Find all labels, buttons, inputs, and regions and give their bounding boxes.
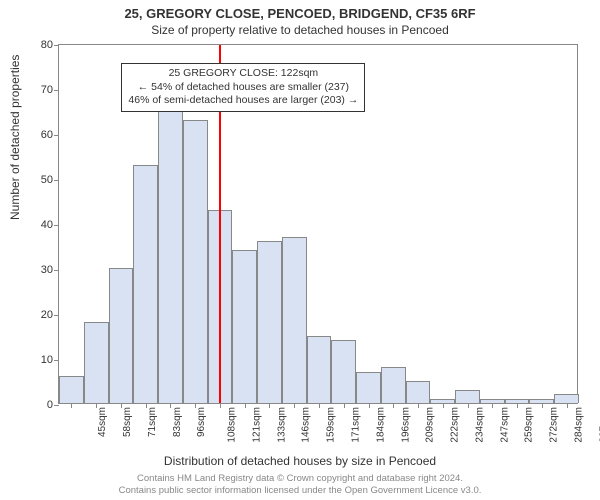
x-tick-mark — [492, 403, 493, 408]
y-tick-mark — [54, 405, 59, 406]
page-title: 25, GREGORY CLOSE, PENCOED, BRIDGEND, CF… — [0, 6, 600, 21]
histogram-bar — [307, 336, 332, 404]
histogram-bar — [183, 120, 208, 404]
x-tick-label: 209sqm — [425, 407, 436, 443]
x-tick-mark — [294, 403, 295, 408]
histogram-bar — [133, 165, 158, 404]
y-tick-mark — [54, 45, 59, 46]
annotation-line-1: 25 GREGORY CLOSE: 122sqm — [128, 67, 358, 81]
histogram-bar — [84, 322, 109, 403]
x-axis-label: Distribution of detached houses by size … — [0, 454, 600, 468]
footnote: Contains HM Land Registry data © Crown c… — [0, 473, 600, 496]
x-tick-label: 71sqm — [147, 407, 158, 437]
x-tick-mark — [542, 403, 543, 408]
x-tick-label: 159sqm — [326, 407, 337, 443]
x-tick-label: 45sqm — [97, 407, 108, 437]
x-tick-mark — [195, 403, 196, 408]
x-tick-mark — [96, 403, 97, 408]
x-tick-mark — [220, 403, 221, 408]
histogram-chart: 25 GREGORY CLOSE: 122sqm ← 54% of detach… — [58, 44, 578, 404]
x-tick-mark — [170, 403, 171, 408]
y-tick-mark — [54, 270, 59, 271]
histogram-bar — [59, 376, 84, 403]
histogram-bar — [282, 237, 307, 404]
x-tick-mark — [245, 403, 246, 408]
x-tick-label: 108sqm — [227, 407, 238, 443]
footnote-line-1: Contains HM Land Registry data © Crown c… — [0, 473, 600, 484]
footnote-line-2: Contains public sector information licen… — [0, 485, 600, 496]
x-tick-label: 259sqm — [524, 407, 535, 443]
y-axis-label: Number of detached properties — [8, 55, 22, 220]
y-tick-mark — [54, 225, 59, 226]
x-tick-mark — [344, 403, 345, 408]
x-tick-mark — [121, 403, 122, 408]
annotation-box: 25 GREGORY CLOSE: 122sqm ← 54% of detach… — [121, 63, 365, 112]
x-tick-label: 196sqm — [400, 407, 411, 443]
annotation-line-3: 46% of semi-detached houses are larger (… — [128, 94, 358, 108]
x-tick-label: 284sqm — [573, 407, 584, 443]
histogram-bar — [331, 340, 356, 403]
histogram-bar — [232, 250, 257, 403]
x-tick-mark — [269, 403, 270, 408]
histogram-bar — [356, 372, 381, 404]
x-tick-label: 83sqm — [172, 407, 183, 437]
x-tick-label: 184sqm — [375, 407, 386, 443]
histogram-bar — [554, 394, 579, 403]
x-tick-label: 234sqm — [474, 407, 485, 443]
page-subtitle: Size of property relative to detached ho… — [0, 23, 600, 37]
y-tick-mark — [54, 315, 59, 316]
x-tick-label: 146sqm — [301, 407, 312, 443]
x-tick-label: 133sqm — [276, 407, 287, 443]
x-tick-label: 222sqm — [450, 407, 461, 443]
histogram-bar — [109, 268, 134, 403]
x-tick-mark — [468, 403, 469, 408]
y-tick-mark — [54, 180, 59, 181]
histogram-bar — [381, 367, 406, 403]
x-tick-label: 58sqm — [122, 407, 133, 437]
histogram-bar — [257, 241, 282, 403]
x-tick-mark — [393, 403, 394, 408]
x-tick-mark — [443, 403, 444, 408]
y-tick-mark — [54, 135, 59, 136]
x-tick-label: 247sqm — [499, 407, 510, 443]
y-tick-mark — [54, 90, 59, 91]
x-tick-mark — [71, 403, 72, 408]
x-tick-mark — [567, 403, 568, 408]
x-tick-mark — [146, 403, 147, 408]
histogram-bar — [455, 390, 480, 404]
x-tick-label: 272sqm — [549, 407, 560, 443]
x-tick-label: 96sqm — [196, 407, 207, 437]
x-tick-label: 171sqm — [351, 407, 362, 443]
x-tick-label: 121sqm — [252, 407, 263, 443]
annotation-line-2: ← 54% of detached houses are smaller (23… — [128, 81, 358, 95]
histogram-bar — [406, 381, 431, 404]
y-tick-mark — [54, 360, 59, 361]
x-tick-mark — [369, 403, 370, 408]
x-tick-mark — [517, 403, 518, 408]
x-tick-mark — [418, 403, 419, 408]
histogram-bar — [158, 106, 183, 403]
x-tick-mark — [319, 403, 320, 408]
